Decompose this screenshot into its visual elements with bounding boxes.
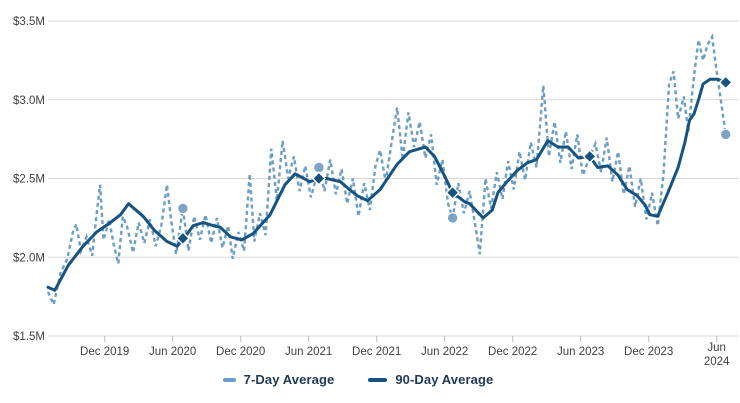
svg-text:Jun 2020: Jun 2020 bbox=[149, 346, 196, 358]
svg-text:$2.0M: $2.0M bbox=[13, 252, 45, 264]
svg-text:$3.0M: $3.0M bbox=[13, 95, 45, 107]
legend-label-7day: 7-Day Average bbox=[243, 372, 335, 387]
marker-circle-7day bbox=[177, 202, 189, 215]
svg-text:Dec 2019: Dec 2019 bbox=[80, 346, 129, 358]
x-axis-ticks bbox=[104, 336, 718, 342]
svg-text:Dec 2022: Dec 2022 bbox=[488, 346, 537, 358]
svg-text:$1.5M: $1.5M bbox=[13, 331, 45, 343]
svg-text:2024: 2024 bbox=[704, 356, 730, 368]
svg-text:Jun 2023: Jun 2023 bbox=[557, 346, 604, 358]
marker-circle-7day bbox=[446, 212, 459, 224]
svg-text:$3.5M: $3.5M bbox=[13, 16, 45, 28]
marker-circle-7day bbox=[720, 128, 732, 141]
svg-text:Jun: Jun bbox=[707, 342, 726, 354]
svg-text:Jun 2022: Jun 2022 bbox=[421, 346, 468, 358]
legend-swatch-90day-icon bbox=[368, 377, 388, 382]
marker-diamond-90day bbox=[311, 171, 327, 186]
chart-legend: 7-Day Average 90-Day Average bbox=[0, 372, 728, 387]
legend-label-90day: 90-Day Average bbox=[395, 372, 494, 387]
marker-diamond-90day bbox=[445, 185, 460, 200]
marker-circle-7day bbox=[313, 161, 325, 174]
legend-swatch-7day-icon bbox=[222, 377, 236, 382]
legend-item-90day: 90-Day Average bbox=[368, 372, 493, 387]
svg-text:Jun 2021: Jun 2021 bbox=[285, 346, 332, 358]
legend-item-7day: 7-Day Average bbox=[222, 372, 335, 387]
series-line-90day bbox=[46, 77, 728, 292]
svg-text:Dec 2021: Dec 2021 bbox=[352, 346, 401, 358]
svg-text:$2.5M: $2.5M bbox=[13, 174, 45, 186]
marker-diamond-90day bbox=[175, 231, 191, 246]
svg-text:Dec 2020: Dec 2020 bbox=[216, 346, 265, 358]
svg-text:Dec 2023: Dec 2023 bbox=[624, 346, 673, 358]
x-axis-labels: Dec 2019 Jun 2020 Dec 2020 Jun 2021 Dec 2021… bbox=[80, 342, 730, 368]
series-line-7day bbox=[46, 33, 727, 309]
y-axis-labels: $3.5M $3.0M $2.5M $2.0M $1.5M bbox=[13, 16, 45, 343]
gridlines bbox=[48, 20, 739, 337]
marker-diamond-90day bbox=[582, 149, 597, 164]
marker-diamond-90day bbox=[718, 75, 733, 90]
